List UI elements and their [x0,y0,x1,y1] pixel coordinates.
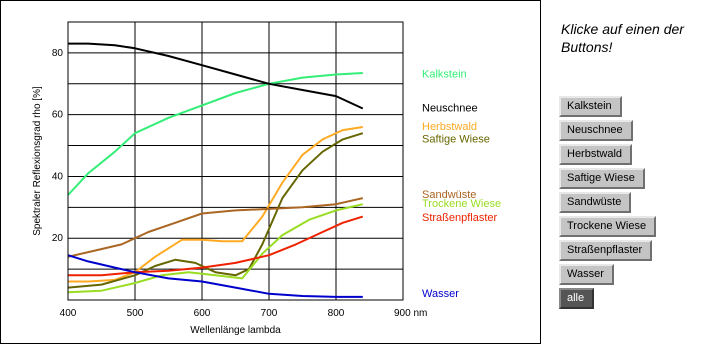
strassenpflaster-button[interactable]: Straßenpflaster [559,240,653,261]
chart-svg: 400 500 600 700 800 900 nm 20 40 60 80 Kalkstein N… [0,0,541,344]
sidebar: Klicke auf einen der Buttons! Kalkstein N… [551,0,725,344]
legend-label-kalkstein: Kalkstein [422,69,467,81]
series-line-trockene-wiese [67,203,364,294]
kalkstein-button[interactable]: Kalkstein [559,96,622,117]
series-line-strassenpflaster [68,215,364,277]
legend-label-sandwueste: Sandwüste [422,189,476,201]
legend-label-trockene-wiese: Trockene Wiese [422,198,501,210]
alle-button[interactable]: alle [559,288,595,309]
series-line-wasser [67,254,363,298]
sandwueste-button[interactable]: Sandwüste [559,192,632,213]
x-axis-label: Wellenlänge lambda [190,325,281,336]
x-tick-label: 700 [261,308,278,319]
neuschnee-button[interactable]: Neuschnee [559,120,633,141]
legend-label-strassenpflaster: Straßenpflaster [422,212,498,224]
material-button-list: Kalkstein Neuschnee Herbstwald Saftige Wies… [559,96,657,312]
y-axis-label: Spektraler Reflexionsgrad rho [%] [32,86,43,236]
herbstwald-button[interactable]: Herbstwald [559,144,633,165]
series-line-kalkstein [67,72,363,196]
x-tick-label: 900 nm [394,308,427,319]
instruction-text: Klicke auf einen der Buttons! [561,21,684,55]
y-tick-label: 40 [52,171,64,182]
series-line-sandwueste [67,197,364,258]
legend-label-wasser: Wasser [422,288,459,300]
x-tick-label: 400 [60,308,77,319]
series-line-neuschnee [68,42,364,110]
y-tick-label: 20 [52,233,64,244]
series-line-herbstwald [68,126,363,283]
legend-label-herbstwald: Herbstwald [422,121,477,133]
x-tick-label: 800 [328,308,345,319]
x-tick-label: 500 [127,308,144,319]
legend-label-saftige-wiese: Saftige Wiese [422,133,490,145]
spectral-reflectance-chart: 400 500 600 700 800 900 nm 20 40 60 80 Kalkstein N… [0,0,541,344]
trockene-wiese-button[interactable]: Trockene Wiese [559,216,657,237]
saftige-wiese-button[interactable]: Saftige Wiese [559,168,645,189]
y-tick-label: 80 [52,48,64,59]
legend-label-neuschnee: Neuschnee [422,102,478,114]
plot-area-border [67,21,404,301]
x-tick-label: 600 [194,308,211,319]
y-tick-label: 60 [52,110,64,121]
wasser-button[interactable]: Wasser [559,264,614,285]
